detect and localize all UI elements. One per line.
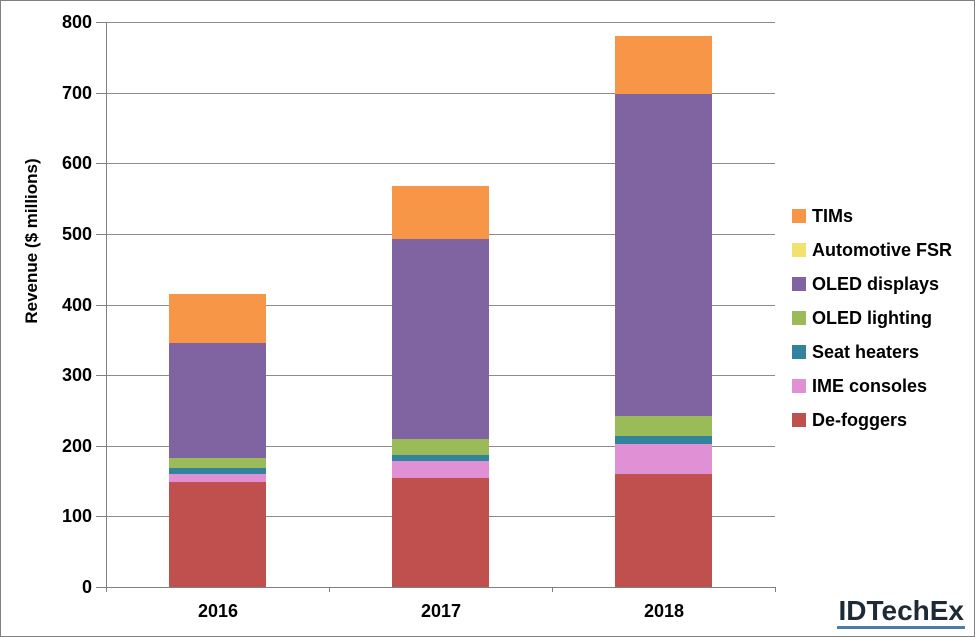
x-axis-line [106, 587, 775, 588]
bar-segment-de-foggers-2018 [615, 474, 712, 587]
bar-segment-ime-consoles-2016 [169, 474, 266, 482]
y-tick-label-600: 600 [61, 153, 92, 173]
bar-segment-de-foggers-2017 [392, 478, 489, 587]
bar-segment-oled-lighting-2018 [615, 416, 712, 436]
y-tick-600 [96, 163, 106, 164]
legend-swatch-icon [792, 243, 806, 257]
legend-swatch-icon [792, 413, 806, 427]
y-tick-0 [96, 587, 106, 588]
y-tick-label-400: 400 [61, 295, 92, 315]
bar-segment-seat-heaters-2016 [169, 468, 266, 474]
y-axis-line [106, 22, 107, 587]
y-tick-500 [96, 234, 106, 235]
gridline-800 [106, 22, 775, 23]
legend-swatch-icon [792, 311, 806, 325]
x-tick-0 [106, 587, 107, 592]
y-tick-200 [96, 446, 106, 447]
x-tick-label-2017: 2017 [420, 601, 462, 621]
y-tick-label-800: 800 [61, 12, 92, 32]
bar-segment-oled-displays-2018 [615, 94, 712, 416]
legend-item-tims: TIMs [792, 206, 952, 226]
bar-segment-oled-displays-2016 [169, 343, 266, 458]
legend-swatch-icon [792, 277, 806, 291]
y-tick-300 [96, 375, 106, 376]
y-tick-label-0: 0 [81, 577, 92, 597]
legend-swatch-icon [792, 209, 806, 223]
y-tick-100 [96, 516, 106, 517]
y-tick-label-700: 700 [61, 83, 92, 103]
x-tick-1 [329, 587, 330, 592]
y-tick-700 [96, 93, 106, 94]
legend-label: Automotive FSR [812, 240, 953, 260]
gridline-700 [106, 93, 775, 94]
bar-segment-tims-2018 [615, 36, 712, 94]
legend-label: De-foggers [812, 410, 908, 430]
bar-segment-oled-lighting-2016 [169, 458, 266, 468]
legend-label: OLED displays [812, 274, 940, 294]
bar-segment-tims-2016 [169, 294, 266, 343]
bar-segment-tims-2017 [392, 186, 489, 239]
legend-item-de-foggers: De-foggers [792, 410, 952, 430]
bar-segment-ime-consoles-2018 [615, 444, 712, 474]
legend-item-ime-consoles: IME consoles [792, 376, 952, 396]
legend-label: TIMs [812, 206, 854, 226]
x-tick-3 [775, 587, 776, 592]
legend: TIMs Automotive FSR OLED displays OLED ligh… [792, 206, 953, 430]
bar-segment-de-foggers-2016 [169, 482, 266, 587]
legend-label: Seat heaters [812, 342, 920, 362]
legend-swatch-icon [792, 345, 806, 359]
y-tick-800 [96, 22, 106, 23]
legend-label: IME consoles [812, 376, 928, 396]
x-tick-2 [552, 587, 553, 592]
legend-label: OLED lighting [812, 308, 932, 328]
legend-swatch-icon [792, 379, 806, 393]
legend-item-seat-heaters: Seat heaters [792, 342, 952, 362]
x-tick-label-2016: 2016 [197, 601, 239, 621]
y-tick-400 [96, 305, 106, 306]
bar-segment-oled-displays-2017 [392, 239, 489, 439]
legend-item-automotive-fsr: Automotive FSR [792, 240, 953, 260]
legend-item-oled-displays: OLED displays [792, 274, 952, 294]
bar-segment-seat-heaters-2018 [615, 436, 712, 444]
y-tick-label-200: 200 [61, 436, 92, 456]
x-tick-label-2018: 2018 [643, 601, 685, 621]
y-tick-label-300: 300 [61, 365, 92, 385]
idtechex-logo: IDTechEx [837, 595, 965, 629]
gridline-600 [106, 163, 775, 164]
bar-segment-ime-consoles-2017 [392, 461, 489, 478]
bar-segment-seat-heaters-2017 [392, 455, 489, 461]
legend-item-oled-lighting: OLED lighting [792, 308, 952, 328]
bar-segment-oled-lighting-2017 [392, 439, 489, 455]
y-tick-label-100: 100 [61, 506, 92, 526]
y-tick-label-500: 500 [61, 224, 92, 244]
